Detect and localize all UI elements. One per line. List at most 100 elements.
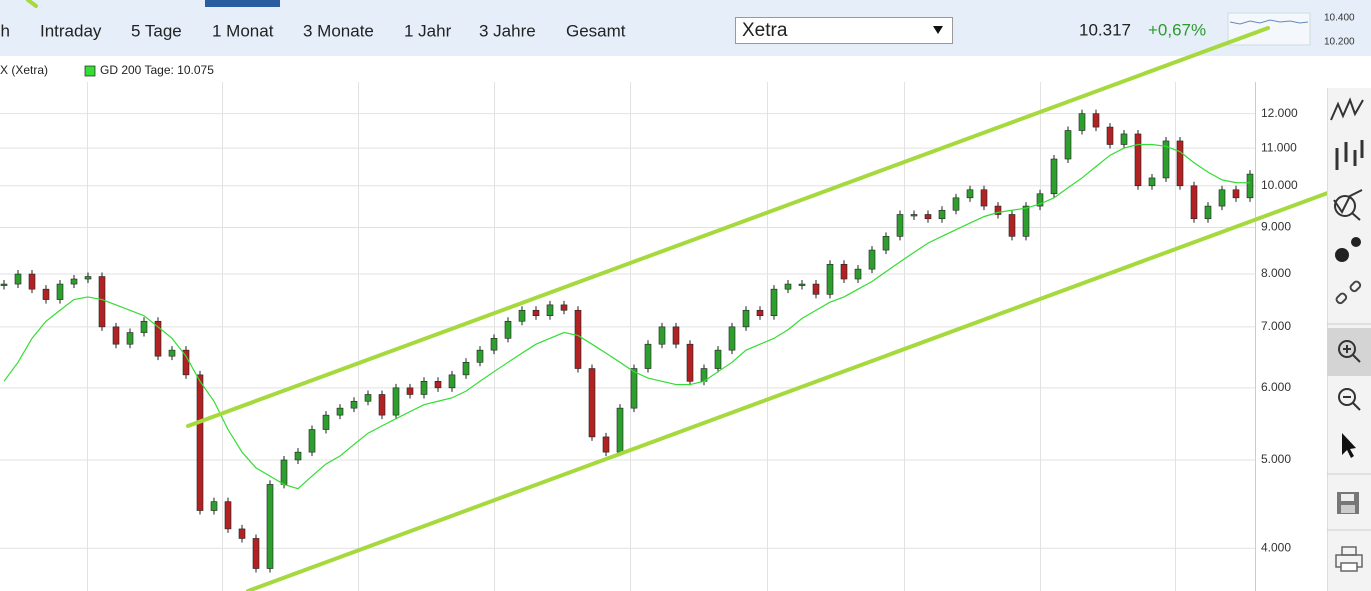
candle <box>98 276 106 328</box>
candle <box>798 283 806 286</box>
y-tick-label: 7.000 <box>1261 319 1291 333</box>
candle <box>868 249 876 270</box>
candle <box>966 189 974 199</box>
candle <box>490 338 498 351</box>
candle <box>770 288 778 317</box>
candle <box>546 304 554 317</box>
save-tool[interactable] <box>1337 492 1359 514</box>
range-button[interactable]: sh <box>0 21 10 40</box>
candle <box>1148 177 1156 187</box>
candle <box>602 436 610 453</box>
candle <box>812 283 820 295</box>
pointer-tool[interactable] <box>1342 433 1356 458</box>
price: 10.317 <box>1079 20 1131 39</box>
candle <box>1008 214 1016 237</box>
candle <box>84 276 92 280</box>
candle <box>378 394 386 416</box>
candle <box>1106 126 1114 145</box>
range-button[interactable]: Gesamt <box>566 21 626 40</box>
candle <box>1176 140 1184 187</box>
candle <box>70 278 78 285</box>
range-button[interactable]: 3 Jahre <box>479 21 536 40</box>
candle <box>574 309 582 369</box>
range-button[interactable]: 1 Jahr <box>404 21 452 40</box>
candle <box>1204 205 1212 220</box>
candle <box>476 349 484 363</box>
candle <box>532 309 540 317</box>
exchange-value: Xetra <box>742 20 788 41</box>
candle <box>1036 193 1044 207</box>
candle <box>434 381 442 389</box>
candle <box>756 309 764 317</box>
candle <box>322 414 330 430</box>
dropdown-arrow <box>933 26 943 34</box>
exchange-select[interactable] <box>735 17 953 44</box>
candle <box>1218 189 1226 207</box>
candle <box>672 326 680 345</box>
candle <box>392 387 400 416</box>
y-tick-label: 10.000 <box>1261 178 1298 192</box>
price-change: +0,67% <box>1148 20 1206 39</box>
candle <box>238 528 246 539</box>
toolbar <box>0 0 1371 56</box>
candle <box>14 273 22 285</box>
candle <box>742 309 750 328</box>
link-tool[interactable] <box>1335 280 1362 305</box>
settings-tool[interactable] <box>1335 237 1361 262</box>
tool-strip <box>1327 88 1371 591</box>
range-button[interactable]: Intraday <box>40 21 102 40</box>
candle <box>994 205 1002 215</box>
candle <box>252 538 260 569</box>
candle <box>280 459 288 485</box>
candle <box>924 214 932 220</box>
candle <box>658 326 666 345</box>
zoom-in-active[interactable] <box>1327 328 1371 376</box>
bar-chart-tool[interactable] <box>1335 140 1364 170</box>
candle <box>140 320 148 333</box>
candle <box>896 214 904 237</box>
legend-label: GD 200 Tage: 10.075 <box>100 63 214 77</box>
candle <box>196 374 204 511</box>
y-tick-label: 11.000 <box>1261 140 1297 154</box>
candle <box>1246 173 1254 199</box>
candle <box>630 368 638 409</box>
candle <box>588 368 596 438</box>
candle <box>224 501 232 530</box>
indicator-tool[interactable] <box>1333 189 1363 221</box>
print-tool[interactable] <box>1335 546 1363 572</box>
candle <box>560 304 568 311</box>
y-tick-label: 8.000 <box>1261 266 1291 280</box>
zoom-in-tool[interactable] <box>1338 340 1361 363</box>
zoom-out-tool[interactable] <box>1338 388 1361 411</box>
mini-chart-line <box>1229 19 1309 25</box>
candle <box>910 214 918 217</box>
candle <box>210 501 218 511</box>
candle <box>154 320 162 357</box>
candle <box>728 326 736 351</box>
candle <box>616 407 624 453</box>
candle <box>1120 133 1128 145</box>
candle <box>840 263 848 280</box>
candle <box>42 288 50 300</box>
candle <box>518 309 526 322</box>
y-tick-label: 6.000 <box>1261 380 1291 394</box>
candle <box>406 387 414 395</box>
candle <box>644 343 652 369</box>
range-button[interactable]: 1 Monat <box>212 21 274 40</box>
range-button[interactable]: 3 Monate <box>303 21 374 40</box>
candle <box>826 263 834 295</box>
candle <box>0 283 8 286</box>
y-tick-label: 4.000 <box>1261 540 1291 554</box>
mini-chart-label: 10.200 <box>1324 37 1355 48</box>
candle <box>1232 189 1240 199</box>
candle <box>28 273 36 290</box>
candle <box>882 236 890 251</box>
candle <box>420 381 428 395</box>
candle <box>350 400 358 409</box>
candle <box>1064 130 1072 160</box>
line-chart-tool[interactable] <box>1330 97 1364 121</box>
candle <box>854 268 862 280</box>
candle <box>1022 205 1030 237</box>
candle <box>266 484 274 569</box>
range-button[interactable]: 5 Tage <box>131 21 182 40</box>
